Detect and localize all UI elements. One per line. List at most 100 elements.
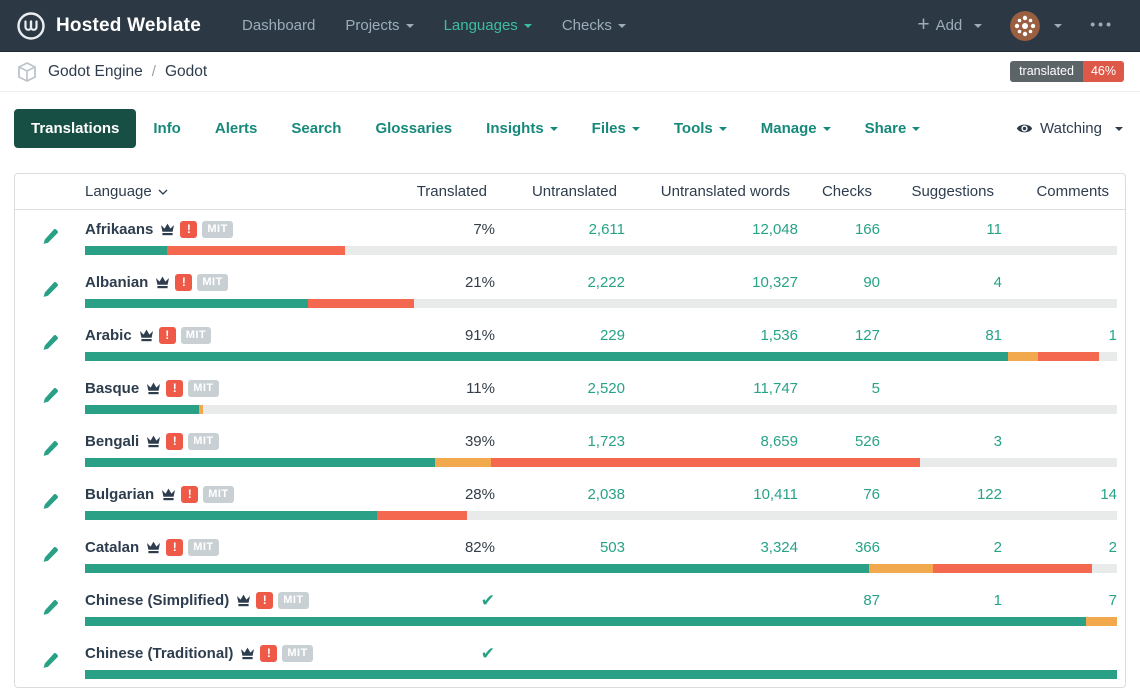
edit-translation-button[interactable]	[41, 439, 60, 458]
checks-value[interactable]: 76	[863, 485, 880, 503]
language-name[interactable]: Bengali	[85, 432, 140, 450]
language-name[interactable]: Chinese (Simplified)	[85, 591, 230, 609]
edit-translation-button[interactable]	[41, 598, 60, 617]
license-badge[interactable]: MIT	[188, 379, 219, 397]
tab-files[interactable]: Files	[575, 109, 657, 148]
checks-value[interactable]: 166	[854, 220, 880, 238]
package-icon	[16, 61, 38, 83]
license-badge[interactable]: MIT	[197, 273, 228, 291]
progress-bar	[85, 617, 1117, 626]
suggestions-value[interactable]: 11	[986, 220, 1002, 238]
tab-translations[interactable]: Translations	[14, 109, 137, 148]
more-menu-button[interactable]: •••	[1090, 15, 1114, 32]
suggestions-value[interactable]: 1	[993, 591, 1002, 609]
edit-translation-button[interactable]	[41, 545, 60, 564]
suggestions-value[interactable]: 81	[985, 326, 1002, 344]
license-badge[interactable]: MIT	[203, 485, 234, 503]
edit-translation-button[interactable]	[41, 227, 60, 246]
suggestions-value[interactable]: 4	[993, 273, 1002, 291]
breadcrumb-project-link[interactable]: Godot Engine	[48, 62, 143, 80]
suggestions-value[interactable]: 3	[993, 432, 1002, 450]
alert-badge[interactable]: !	[181, 485, 199, 503]
untranslated-words-value[interactable]: 12,048	[752, 220, 798, 238]
progress-segment-green	[85, 405, 199, 414]
untranslated-value[interactable]: 2,520	[587, 379, 625, 397]
license-badge[interactable]: MIT	[278, 591, 309, 609]
checks-value[interactable]: 526	[854, 432, 880, 450]
translated-value: ✔	[480, 643, 495, 663]
alert-badge[interactable]: !	[175, 273, 193, 291]
untranslated-value[interactable]: 1,723	[587, 432, 625, 450]
watching-dropdown[interactable]: Watching	[1016, 120, 1126, 137]
untranslated-value[interactable]: 2,222	[587, 273, 625, 291]
alert-badge[interactable]: !	[260, 644, 278, 662]
untranslated-words-value[interactable]: 11,747	[753, 379, 798, 397]
license-badge[interactable]: MIT	[188, 538, 219, 556]
tab-info[interactable]: Info	[153, 120, 181, 137]
nav-item-checks[interactable]: Checks	[547, 17, 641, 34]
tab-glossaries[interactable]: Glossaries	[375, 120, 453, 137]
column-header-language-sort[interactable]: Language	[85, 183, 413, 200]
tab-manage[interactable]: Manage	[744, 109, 848, 148]
checks-value[interactable]: 366	[854, 538, 880, 556]
checks-value[interactable]: 5	[871, 379, 880, 397]
untranslated-words-value[interactable]: 8,659	[760, 432, 798, 450]
sort-chevron-icon	[158, 189, 168, 195]
comments-value[interactable]: 7	[1108, 591, 1117, 609]
add-button[interactable]: + Add	[903, 14, 996, 36]
tab-alerts[interactable]: Alerts	[214, 120, 258, 137]
tab-tools[interactable]: Tools	[657, 109, 744, 148]
untranslated-words-value[interactable]: 10,327	[752, 273, 798, 291]
edit-translation-button[interactable]	[41, 651, 60, 670]
alert-badge[interactable]: !	[166, 538, 184, 556]
progress-segment-green	[85, 670, 1117, 679]
language-name[interactable]: Catalan	[85, 538, 140, 556]
comments-value[interactable]: 14	[1100, 485, 1117, 503]
tab-insights[interactable]: Insights	[469, 109, 575, 148]
comments-value[interactable]: 2	[1108, 538, 1117, 556]
brand[interactable]: Hosted Weblate	[16, 11, 201, 41]
untranslated-words-value[interactable]: 3,324	[760, 538, 798, 556]
untranslated-value[interactable]: 503	[599, 538, 625, 556]
untranslated-words-value[interactable]: 10,411	[753, 485, 798, 503]
language-name[interactable]: Basque	[85, 379, 140, 397]
edit-translation-button[interactable]	[41, 333, 60, 352]
alert-badge[interactable]: !	[158, 326, 176, 344]
table-row: Albanian ! MIT 21% 2,222 10,327 90 4	[15, 263, 1125, 316]
alert-badge[interactable]: !	[166, 432, 184, 450]
nav-item-projects[interactable]: Projects	[330, 17, 428, 34]
suggestions-value[interactable]: 2	[993, 538, 1002, 556]
language-name[interactable]: Arabic	[85, 326, 132, 344]
language-name[interactable]: Albanian	[85, 273, 149, 291]
license-badge[interactable]: MIT	[202, 220, 233, 238]
license-badge[interactable]: MIT	[282, 644, 313, 662]
checks-value[interactable]: 87	[863, 591, 880, 609]
language-name[interactable]: Afrikaans	[85, 220, 154, 238]
edit-translation-button[interactable]	[41, 492, 60, 511]
untranslated-words-value[interactable]: 1,536	[760, 326, 798, 344]
breadcrumb-component-link[interactable]: Godot	[164, 62, 208, 80]
comments-value[interactable]: 1	[1108, 326, 1117, 344]
alert-badge[interactable]: !	[180, 220, 198, 238]
alert-badge[interactable]: !	[166, 379, 184, 397]
nav-item-dashboard[interactable]: Dashboard	[241, 17, 316, 34]
checks-value[interactable]: 127	[854, 326, 880, 344]
edit-translation-button[interactable]	[41, 386, 60, 405]
user-menu[interactable]	[996, 10, 1076, 41]
alert-badge[interactable]: !	[256, 591, 274, 609]
edit-translation-button[interactable]	[41, 280, 60, 299]
tab-share[interactable]: Share	[848, 109, 938, 148]
language-name[interactable]: Bulgarian	[85, 485, 155, 503]
untranslated-value[interactable]: 2,038	[587, 485, 625, 503]
progress-segment-red	[490, 458, 920, 467]
license-badge[interactable]: MIT	[188, 432, 219, 450]
tab-search[interactable]: Search	[291, 120, 342, 137]
nav-item-languages[interactable]: Languages	[429, 17, 547, 34]
column-header-checks: Checks	[821, 183, 872, 200]
language-name[interactable]: Chinese (Traditional)	[85, 644, 234, 662]
suggestions-value[interactable]: 122	[976, 485, 1002, 503]
untranslated-value[interactable]: 229	[599, 326, 625, 344]
license-badge[interactable]: MIT	[180, 326, 212, 344]
untranslated-value[interactable]: 2,611	[588, 220, 625, 238]
checks-value[interactable]: 90	[863, 273, 880, 291]
